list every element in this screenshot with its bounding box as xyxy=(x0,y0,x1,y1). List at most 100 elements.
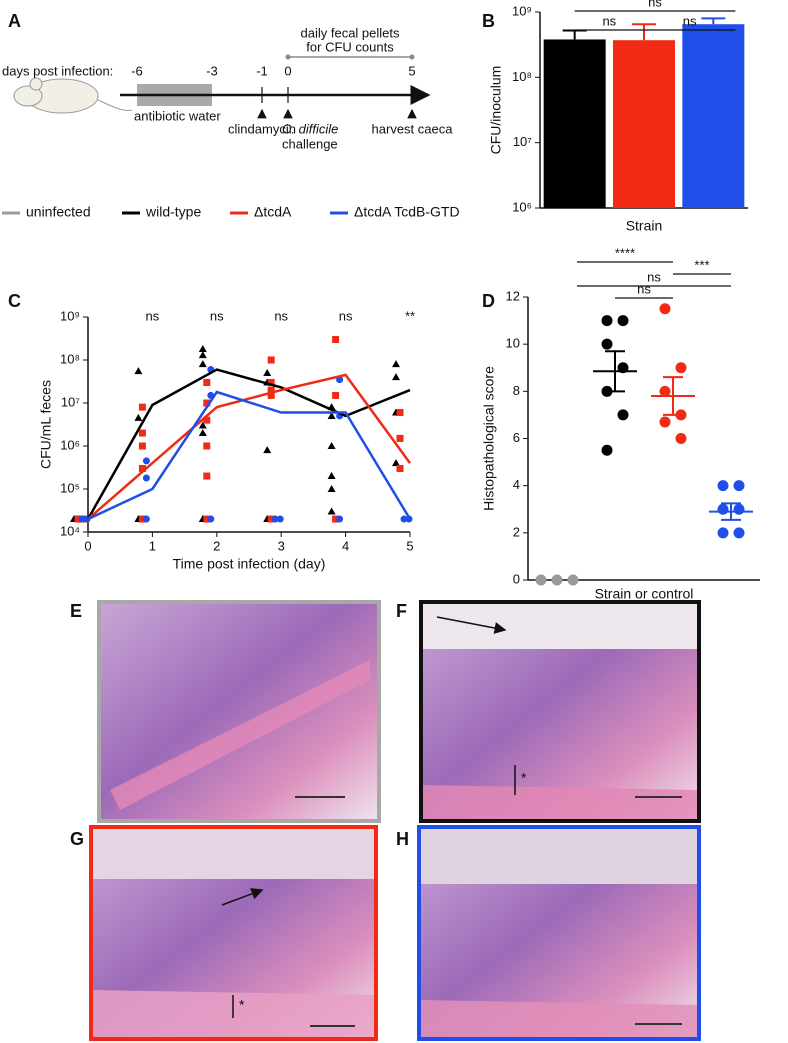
data-point xyxy=(142,457,150,465)
y-axis-label: CFU/inoculum xyxy=(488,66,504,155)
data-point xyxy=(74,515,82,523)
panel-letter: G xyxy=(70,829,84,849)
panel-letter: A xyxy=(8,11,21,31)
y-tick-label: 10⁹ xyxy=(512,3,532,18)
data-point xyxy=(267,391,275,399)
series-line xyxy=(87,390,412,521)
data-point xyxy=(198,351,207,359)
data-point xyxy=(659,303,671,315)
data-point xyxy=(327,485,336,492)
data-point xyxy=(207,515,215,523)
data-point xyxy=(535,574,547,586)
significance-label: ns xyxy=(637,281,651,296)
data-point xyxy=(617,409,629,421)
data-point xyxy=(198,345,207,353)
y-tick-label: 10⁵ xyxy=(60,480,80,495)
significance-label: ns xyxy=(602,13,616,28)
y-tick-label: 2 xyxy=(513,524,520,539)
histology-marker: * xyxy=(239,997,245,1013)
data-point xyxy=(138,403,146,411)
panel-letter: B xyxy=(482,11,495,31)
data-point xyxy=(332,335,340,343)
data-point xyxy=(659,416,671,428)
y-tick-label: 4 xyxy=(513,477,520,492)
data-point xyxy=(138,442,146,450)
data-point xyxy=(551,574,563,586)
y-tick-label: 8 xyxy=(513,383,520,398)
legend-label: ΔtcdA xyxy=(254,204,292,220)
y-tick-label: 10⁸ xyxy=(60,351,80,366)
data-point xyxy=(203,416,211,424)
data-point xyxy=(617,315,629,327)
data-point xyxy=(392,459,400,467)
sampling-dot xyxy=(409,54,415,60)
series-line xyxy=(86,368,411,520)
sampling-label: daily fecal pellets xyxy=(301,25,400,40)
data-point xyxy=(733,503,745,515)
data-point xyxy=(142,515,150,523)
data-point xyxy=(263,446,272,454)
series-line xyxy=(87,373,412,520)
data-point xyxy=(675,362,687,374)
data-point xyxy=(138,429,146,437)
histology-h xyxy=(417,825,701,1041)
event-label: C. difficile xyxy=(282,121,338,136)
y-tick-label: 10⁸ xyxy=(512,69,532,84)
panel-letter: C xyxy=(8,291,21,311)
x-tick-label: 4 xyxy=(342,538,349,553)
day-label: -6 xyxy=(131,63,143,78)
day-label: -3 xyxy=(206,63,218,78)
timeline-label: days post infection: xyxy=(2,63,113,78)
significance-label: ** xyxy=(405,308,415,323)
y-tick-label: 10⁴ xyxy=(60,523,80,538)
y-tick-label: 10⁷ xyxy=(513,134,532,149)
data-point xyxy=(733,480,745,492)
data-point xyxy=(717,480,729,492)
data-point xyxy=(134,413,143,421)
significance-label: ns xyxy=(210,308,224,323)
data-point xyxy=(327,507,336,515)
panel-letter: D xyxy=(482,291,495,311)
legend-label: uninfected xyxy=(26,204,91,220)
data-point xyxy=(203,472,211,480)
data-point xyxy=(717,527,729,539)
data-point xyxy=(601,444,613,456)
y-tick-label: 10⁶ xyxy=(60,437,80,452)
data-point xyxy=(267,356,275,364)
day-label: -1 xyxy=(256,63,268,78)
data-point xyxy=(203,378,211,386)
data-point xyxy=(198,421,207,429)
bar xyxy=(613,40,675,209)
day-label: 5 xyxy=(408,63,415,78)
panel-letter: E xyxy=(70,601,82,621)
bar xyxy=(682,24,745,209)
y-tick-label: 10⁷ xyxy=(61,394,80,409)
event-label: antibiotic water xyxy=(134,108,221,123)
data-point xyxy=(392,360,400,368)
data-point xyxy=(267,515,275,523)
mouse-icon xyxy=(13,77,133,114)
data-point xyxy=(659,385,671,397)
x-axis-label: Strain xyxy=(626,218,663,234)
event-label: harvest caeca xyxy=(372,121,454,136)
data-point xyxy=(567,574,579,586)
event-label: clindamycin xyxy=(228,121,296,136)
histology-e xyxy=(97,600,381,823)
sampling-label: for CFU counts xyxy=(306,39,394,54)
x-tick-label: 2 xyxy=(213,538,220,553)
data-point xyxy=(396,464,404,472)
data-point xyxy=(717,503,729,515)
data-point xyxy=(327,411,336,419)
data-point xyxy=(332,391,340,399)
x-tick-label: 0 xyxy=(84,538,91,553)
data-point xyxy=(601,338,613,350)
data-point xyxy=(78,515,86,523)
data-point xyxy=(203,515,211,523)
y-tick-label: 10⁹ xyxy=(60,308,80,323)
significance-label: ns xyxy=(647,269,661,284)
panel-letter: H xyxy=(396,829,409,849)
data-point xyxy=(203,442,211,450)
data-point xyxy=(336,515,344,523)
y-tick-label: 6 xyxy=(513,430,520,445)
data-point xyxy=(267,386,275,394)
